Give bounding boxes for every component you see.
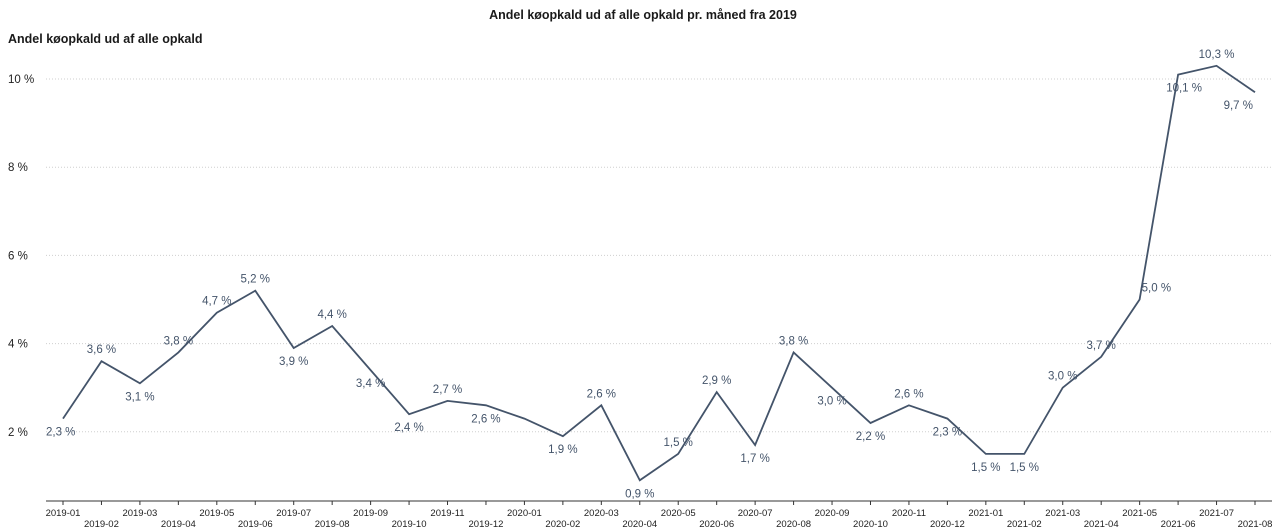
data-label: 2,3 % — [933, 427, 962, 439]
data-label: 3,8 % — [779, 335, 808, 347]
data-label: 3,0 % — [817, 396, 846, 408]
data-label: 4,7 % — [202, 296, 231, 308]
x-tick-label: 2021-01 — [968, 508, 1003, 519]
x-tick-label: 2020-12 — [930, 519, 965, 530]
data-label: 3,8 % — [164, 335, 193, 347]
series-line — [62, 64, 1256, 482]
data-label: 2,6 % — [894, 388, 923, 400]
data-label: 3,7 % — [1086, 340, 1115, 352]
y-tick-label: 2 % — [8, 427, 28, 439]
x-tick-label: 2020-05 — [661, 508, 696, 519]
x-tick-label: 2020-11 — [892, 508, 926, 519]
y-tick-label: 10 % — [8, 74, 34, 86]
x-tick-label: 2021-04 — [1084, 519, 1119, 530]
x-tick-label: 2021-08 — [1238, 519, 1273, 530]
data-label: 2,6 % — [471, 413, 500, 425]
data-label: 9,7 % — [1224, 100, 1253, 112]
x-tick-label: 2019-03 — [122, 508, 157, 519]
data-label: 1,9 % — [548, 444, 577, 456]
data-label: 1,7 % — [740, 453, 769, 465]
data-label: 3,1 % — [125, 391, 154, 403]
data-label: 3,4 % — [356, 378, 385, 390]
x-tick-label: 2019-08 — [315, 519, 350, 530]
y-tick-label: 4 % — [8, 339, 28, 351]
x-tick-label: 2019-02 — [84, 519, 119, 530]
x-tick-label: 2021-02 — [1007, 519, 1042, 530]
data-label: 1,5 % — [971, 462, 1000, 474]
chart-title: Andel køopkald ud af alle opkald pr. mån… — [489, 8, 797, 22]
data-label: 5,0 % — [1142, 283, 1171, 295]
data-label: 2,2 % — [856, 431, 885, 443]
data-label: 3,6 % — [87, 344, 116, 356]
y-axis-title: Andel køopkald ud af alle opkald — [8, 32, 203, 46]
x-tick-label: 2019-12 — [469, 519, 504, 530]
x-tick-label: 2020-06 — [699, 519, 734, 530]
data-label: 4,4 % — [317, 309, 346, 321]
data-label: 5,2 % — [241, 274, 270, 286]
x-tick-label: 2019-09 — [353, 508, 388, 519]
x-tick-label: 2021-06 — [1161, 519, 1196, 530]
data-label: 0,9 % — [625, 488, 654, 500]
x-tick-label: 2020-02 — [545, 519, 580, 530]
x-tick-label: 2019-01 — [46, 508, 81, 519]
data-label: 3,0 % — [1048, 371, 1077, 383]
y-tick-label: 8 % — [8, 162, 28, 174]
data-label: 3,9 % — [279, 356, 308, 368]
x-tick-label: 2019-07 — [276, 508, 311, 519]
x-tick-label: 2020-03 — [584, 508, 619, 519]
data-label: 2,3 % — [46, 427, 75, 439]
x-tick-label: 2019-04 — [161, 519, 196, 530]
x-tick-label: 2019-11 — [430, 508, 464, 519]
x-tick-label: 2020-10 — [853, 519, 888, 530]
data-label: 2,9 % — [702, 375, 731, 387]
data-label: 2,4 % — [394, 422, 423, 434]
x-tick-label: 2020-08 — [776, 519, 811, 530]
y-tick-label: 6 % — [8, 250, 28, 262]
data-label: 2,7 % — [433, 384, 462, 396]
x-tick-label: 2021-03 — [1045, 508, 1080, 519]
data-label: 10,1 % — [1166, 83, 1202, 95]
x-tick-label: 2020-04 — [622, 519, 657, 530]
data-label: 2,6 % — [587, 388, 616, 400]
x-tick-label: 2021-05 — [1122, 508, 1157, 519]
data-label: 1,5 % — [664, 437, 693, 449]
x-tick-label: 2020-07 — [738, 508, 773, 519]
x-tick-label: 2020-09 — [815, 508, 850, 519]
x-tick-label: 2021-07 — [1199, 508, 1234, 519]
x-tick-label: 2020-01 — [507, 508, 542, 519]
data-label: 1,5 % — [1010, 462, 1039, 474]
x-tick-label: 2019-06 — [238, 519, 273, 530]
data-label: 10,3 % — [1199, 49, 1235, 61]
x-tick-label: 2019-10 — [392, 519, 427, 530]
x-tick-label: 2019-05 — [199, 508, 234, 519]
